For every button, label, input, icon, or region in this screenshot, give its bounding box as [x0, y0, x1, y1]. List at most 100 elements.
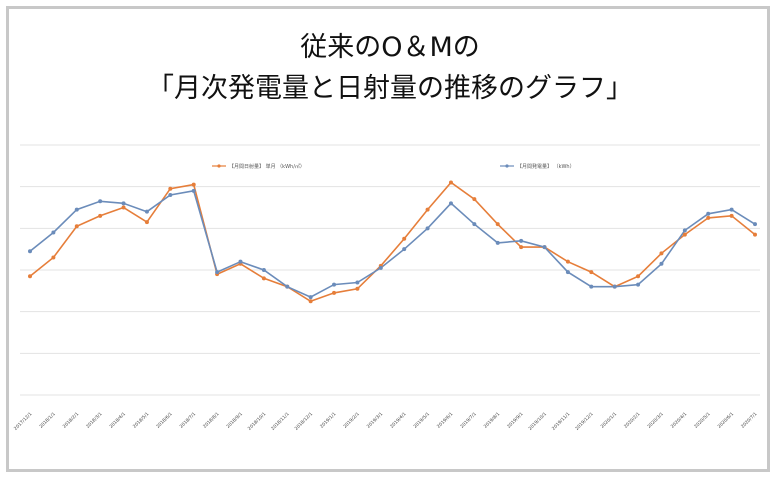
data-point-s2 [98, 199, 103, 204]
data-point-s1 [261, 276, 266, 281]
data-point-s1 [168, 186, 173, 191]
x-tick-label: 2019/7/1 [459, 411, 478, 430]
data-point-s2 [261, 268, 266, 272]
data-point-s2 [519, 238, 524, 243]
data-point-s2 [542, 245, 547, 250]
data-point-s2 [144, 209, 149, 214]
data-point-s2 [565, 270, 570, 275]
data-point-s1 [448, 180, 453, 185]
data-point-s1 [565, 259, 570, 264]
data-point-s2 [402, 247, 407, 252]
x-tick-label: 2019/10/1 [527, 411, 548, 432]
series-line-1 [29, 181, 756, 303]
data-point-s1 [659, 251, 664, 256]
x-tick-label: 2019/6/1 [436, 411, 455, 430]
data-point-s1 [753, 232, 757, 237]
x-tick-label: 2020/1/1 [600, 411, 619, 430]
grid-lines [20, 144, 760, 396]
data-point-s2 [215, 270, 220, 275]
data-point-s1 [28, 274, 32, 279]
x-tick-label: 2018/11/1 [270, 411, 291, 432]
x-tick-label: 2018/8/1 [202, 411, 221, 430]
x-tick-label: 2019/5/1 [412, 411, 431, 430]
x-tick-label: 2019/1/1 [319, 411, 338, 430]
data-point-s1 [402, 236, 407, 241]
data-point-s2 [425, 226, 430, 231]
data-point-s1 [495, 222, 500, 227]
x-tick-label: 2018/5/1 [132, 411, 151, 430]
data-point-s1 [121, 205, 126, 210]
data-point-s2 [706, 211, 711, 216]
data-point-s2 [238, 259, 243, 264]
data-point-s1 [425, 207, 430, 212]
data-point-s2 [636, 282, 641, 287]
x-tick-label: 2017/12/1 [13, 411, 34, 432]
legend-label: 【月間発電量】 （kWh） [517, 163, 575, 170]
data-point-s2 [191, 188, 196, 193]
x-tick-label: 2020/2/1 [623, 411, 642, 430]
data-point-s2 [51, 230, 56, 235]
data-point-s1 [589, 270, 594, 275]
x-tick-label: 2020/7/1 [740, 411, 759, 430]
series-lines [29, 181, 756, 303]
x-tick-label: 2018/2/1 [62, 411, 81, 430]
data-point-s1 [332, 290, 337, 295]
x-tick-label: 2020/4/1 [670, 411, 689, 430]
data-point-s2 [589, 284, 594, 289]
x-tick-label: 2018/7/1 [179, 411, 198, 430]
data-point-s1 [144, 220, 149, 225]
data-point-s2 [472, 222, 477, 227]
data-point-s2 [355, 280, 360, 285]
data-point-s2 [448, 201, 453, 206]
data-point-s2 [332, 282, 337, 287]
x-tick-label: 2019/8/1 [483, 411, 502, 430]
data-point-s2 [495, 240, 500, 245]
x-tick-label: 2019/3/1 [366, 411, 385, 430]
x-tick-label: 2019/11/1 [551, 411, 572, 432]
data-point-s2 [753, 222, 757, 227]
x-tick-label: 2019/12/1 [574, 411, 595, 432]
data-point-s1 [729, 213, 734, 218]
data-point-s1 [98, 213, 103, 218]
data-point-s2 [682, 228, 687, 233]
x-tick-label: 2018/9/1 [225, 411, 244, 430]
data-point-s1 [74, 224, 79, 229]
data-point-s2 [28, 249, 32, 254]
data-point-s1 [636, 274, 641, 279]
x-tick-label: 2018/3/1 [85, 411, 104, 430]
data-point-s2 [612, 284, 617, 289]
data-point-s2 [74, 207, 79, 212]
x-tick-label: 2018/12/1 [293, 411, 314, 432]
data-point-s2 [659, 261, 664, 266]
series-points [28, 180, 757, 304]
data-point-s2 [285, 284, 290, 289]
x-tick-label: 2020/5/1 [693, 411, 712, 430]
x-tick-label: 2019/9/1 [506, 411, 525, 430]
legend-swatch-marker [217, 164, 221, 168]
x-tick-label: 2018/4/1 [108, 411, 127, 430]
legend-swatch-marker [505, 164, 509, 168]
data-point-s1 [308, 299, 313, 304]
x-tick-label: 2018/1/1 [38, 411, 57, 430]
series-line-2 [29, 189, 756, 298]
x-tick-label: 2020/6/1 [716, 411, 735, 430]
data-point-s1 [706, 215, 711, 220]
data-point-s1 [191, 182, 196, 187]
legend-label: 【月間日射量】 単月 （kWh/㎡） [229, 163, 305, 170]
data-point-s2 [121, 201, 126, 206]
data-point-s1 [519, 245, 524, 250]
x-tick-labels: 2017/12/1 2018/1/1 2018/2/1 2018/3/1 2018/4/… [13, 411, 759, 432]
data-point-s2 [308, 295, 313, 300]
data-point-s1 [51, 255, 56, 260]
x-tick-label: 2018/6/1 [155, 411, 174, 430]
title-line-1: 従来のO＆Mの [300, 32, 480, 63]
x-tick-label: 2020/3/1 [646, 411, 665, 430]
data-point-s2 [168, 193, 173, 197]
legend: 【月間日射量】 単月 （kWh/㎡） 【月間発電量】 （kWh） [212, 163, 575, 170]
x-tick-label: 2018/10/1 [247, 411, 268, 432]
data-point-s1 [472, 197, 477, 202]
data-point-s2 [729, 207, 734, 212]
title-line-2: 「月次発電量と日射量の推移のグラフ」 [147, 73, 633, 104]
x-tick-label: 2019/4/1 [389, 411, 408, 430]
